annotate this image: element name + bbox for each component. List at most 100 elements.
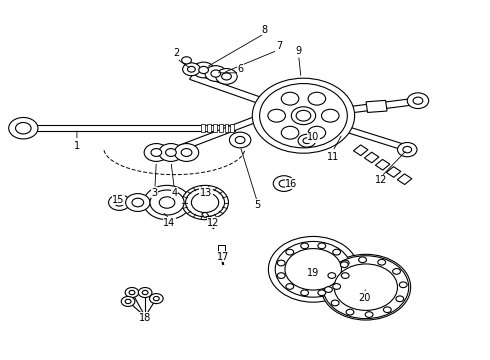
Circle shape — [132, 198, 144, 207]
Circle shape — [277, 260, 285, 266]
Circle shape — [159, 144, 183, 161]
Circle shape — [9, 117, 38, 139]
Circle shape — [125, 194, 150, 211]
Circle shape — [199, 66, 208, 73]
Circle shape — [346, 309, 354, 315]
Circle shape — [413, 97, 423, 104]
FancyArrow shape — [213, 124, 217, 132]
Circle shape — [182, 57, 192, 64]
Circle shape — [144, 185, 191, 220]
Circle shape — [301, 243, 309, 249]
FancyArrow shape — [303, 98, 416, 119]
Circle shape — [407, 93, 429, 109]
Text: 1: 1 — [74, 141, 80, 151]
Text: 5: 5 — [254, 200, 260, 210]
Text: 19: 19 — [307, 268, 319, 278]
Circle shape — [286, 249, 294, 255]
Circle shape — [298, 134, 316, 147]
Circle shape — [384, 307, 391, 312]
Circle shape — [181, 149, 192, 157]
FancyArrow shape — [230, 124, 234, 132]
Circle shape — [308, 92, 326, 105]
Circle shape — [182, 185, 228, 220]
Text: 12: 12 — [375, 175, 388, 185]
Bar — [218, 245, 224, 253]
Circle shape — [281, 92, 299, 105]
Circle shape — [303, 138, 311, 144]
Circle shape — [229, 132, 251, 148]
Circle shape — [403, 147, 412, 153]
Bar — [202, 212, 209, 217]
Circle shape — [321, 254, 411, 320]
Text: 6: 6 — [237, 64, 243, 74]
Circle shape — [342, 260, 349, 266]
FancyArrow shape — [201, 124, 205, 132]
Text: 14: 14 — [163, 218, 175, 228]
Text: 9: 9 — [295, 46, 302, 57]
Circle shape — [334, 264, 397, 310]
Text: 11: 11 — [326, 152, 339, 162]
Circle shape — [273, 176, 294, 192]
Circle shape — [321, 109, 339, 122]
Text: 8: 8 — [262, 25, 268, 35]
Circle shape — [174, 144, 199, 161]
Circle shape — [125, 288, 139, 297]
Text: 4: 4 — [172, 188, 177, 198]
Text: 2: 2 — [173, 48, 180, 58]
Circle shape — [333, 249, 341, 255]
Circle shape — [277, 273, 285, 278]
Circle shape — [342, 273, 349, 278]
Circle shape — [149, 294, 163, 303]
FancyArrow shape — [353, 145, 368, 156]
FancyArrow shape — [397, 174, 412, 185]
Circle shape — [333, 284, 341, 289]
FancyArrow shape — [24, 125, 235, 131]
Circle shape — [260, 84, 347, 148]
Circle shape — [275, 242, 351, 297]
Circle shape — [109, 195, 130, 210]
Circle shape — [216, 68, 237, 84]
Circle shape — [318, 290, 326, 296]
FancyArrow shape — [366, 100, 387, 112]
FancyArrow shape — [365, 152, 379, 163]
Circle shape — [268, 109, 286, 122]
Circle shape — [399, 282, 407, 288]
Circle shape — [192, 193, 219, 212]
FancyArrow shape — [224, 124, 228, 132]
Circle shape — [235, 136, 245, 144]
Circle shape — [142, 291, 148, 295]
Text: 15: 15 — [112, 195, 124, 204]
Circle shape — [188, 66, 196, 72]
Text: 18: 18 — [139, 312, 151, 323]
Text: 7: 7 — [276, 41, 282, 51]
Circle shape — [125, 299, 131, 303]
Circle shape — [396, 296, 404, 302]
Circle shape — [291, 107, 316, 125]
Circle shape — [144, 144, 169, 161]
Circle shape — [324, 287, 332, 292]
Circle shape — [378, 259, 386, 265]
Circle shape — [301, 290, 309, 296]
Circle shape — [115, 199, 124, 206]
Text: 10: 10 — [307, 132, 319, 142]
Text: 17: 17 — [217, 252, 229, 262]
Circle shape — [252, 78, 355, 153]
FancyArrow shape — [219, 124, 222, 132]
FancyArrow shape — [302, 113, 407, 150]
Circle shape — [392, 269, 400, 274]
Circle shape — [285, 249, 342, 290]
FancyArrow shape — [386, 167, 401, 177]
Circle shape — [193, 62, 214, 78]
Circle shape — [166, 149, 176, 157]
Circle shape — [183, 63, 200, 76]
Circle shape — [318, 243, 326, 249]
Circle shape — [159, 197, 175, 208]
Circle shape — [138, 288, 152, 297]
Circle shape — [341, 262, 348, 267]
Circle shape — [129, 291, 135, 295]
Circle shape — [151, 149, 162, 157]
Circle shape — [281, 126, 299, 139]
Circle shape — [269, 237, 358, 302]
Circle shape — [150, 190, 184, 215]
Circle shape — [286, 284, 294, 289]
